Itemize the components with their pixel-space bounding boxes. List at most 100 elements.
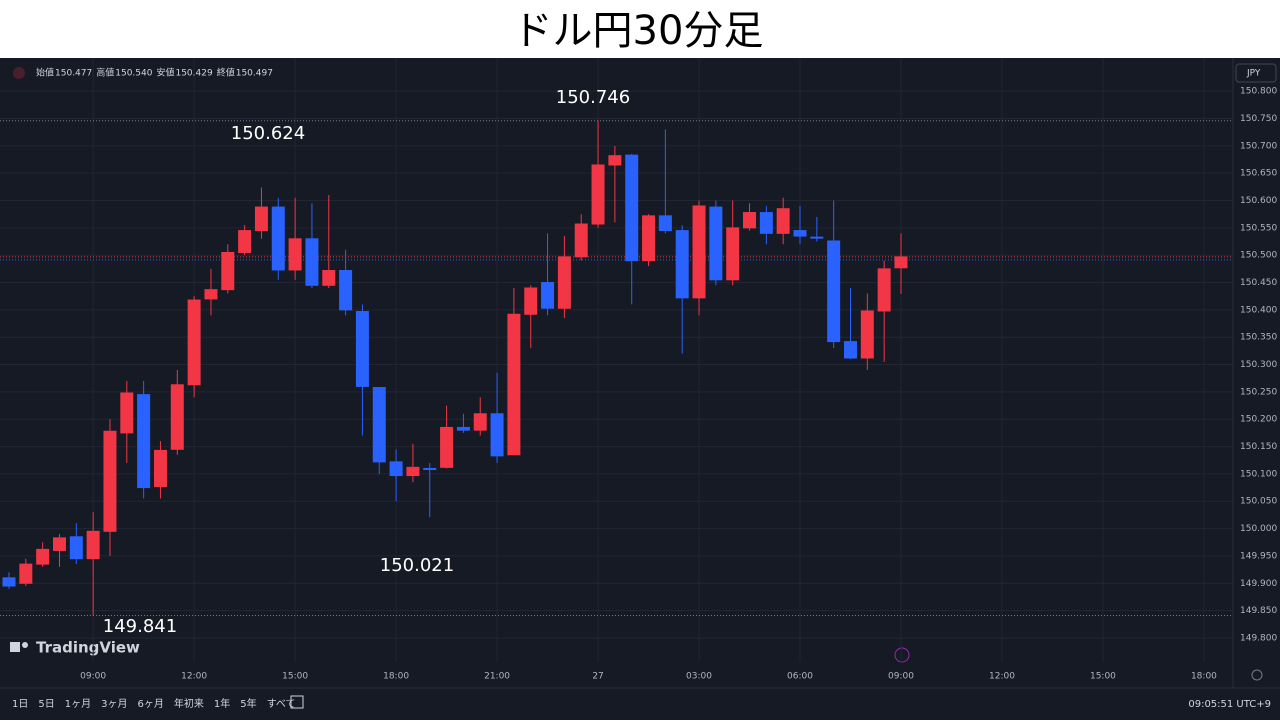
- candle-body: [19, 563, 33, 584]
- y-tick-label: 149.850: [1240, 606, 1277, 616]
- title: ドル円30分足: [513, 8, 764, 54]
- candle-body: [86, 530, 100, 560]
- chart-bg: [0, 58, 1280, 720]
- x-tick-label: 09:00: [888, 672, 914, 682]
- candle-body: [355, 311, 369, 387]
- legend-label: 高値: [96, 67, 114, 79]
- candle-body: [877, 268, 891, 312]
- y-tick-label: 150.200: [1240, 415, 1277, 425]
- candle-body: [170, 384, 184, 450]
- legend-label: 終値: [217, 67, 235, 79]
- candle-body: [137, 394, 151, 489]
- symbol-icon: [13, 67, 25, 79]
- y-tick-label: 150.350: [1240, 333, 1277, 343]
- candle-body: [524, 287, 538, 315]
- x-tick-label: 21:00: [484, 672, 510, 682]
- y-tick-label: 150.500: [1240, 251, 1277, 261]
- settings-icon[interactable]: [1251, 669, 1263, 681]
- candle-body: [69, 536, 83, 560]
- x-tick-label: 18:00: [383, 672, 409, 682]
- candle-body: [507, 313, 521, 456]
- candle-body: [692, 205, 706, 299]
- y-tick-label: 150.650: [1240, 169, 1277, 179]
- x-tick-label: 18:00: [1191, 672, 1217, 682]
- range-button[interactable]: 1日: [12, 699, 28, 710]
- range-button[interactable]: 1ヶ月: [65, 698, 91, 710]
- candle-body: [305, 238, 319, 286]
- range-button[interactable]: すべて: [267, 698, 296, 710]
- y-tick-label: 150.550: [1240, 223, 1277, 233]
- x-tick-label: 27: [592, 672, 603, 682]
- candle-body: [608, 155, 622, 166]
- y-tick-label: 150.100: [1240, 469, 1277, 479]
- x-tick-label: 12:00: [989, 672, 1015, 682]
- legend-value: 150.429: [175, 69, 212, 79]
- candle-body: [271, 206, 285, 271]
- candle-body: [153, 449, 167, 487]
- candle-body: [36, 548, 50, 565]
- candle-body: [52, 537, 66, 551]
- annotation: 149.841: [103, 616, 177, 637]
- candle-body: [456, 426, 470, 431]
- candle-body: [490, 413, 504, 457]
- candle-body: [827, 240, 841, 343]
- candle-body: [120, 392, 134, 434]
- candle-body: [810, 236, 824, 239]
- range-button[interactable]: 1年: [214, 697, 230, 710]
- y-tick-label: 150.600: [1240, 196, 1277, 206]
- legend-label: 安値: [156, 67, 174, 79]
- candle-body: [658, 215, 672, 232]
- candle-body: [894, 256, 908, 269]
- range-button[interactable]: 6ヶ月: [138, 698, 164, 710]
- candle-body: [743, 212, 757, 229]
- live-icon[interactable]: [894, 647, 910, 663]
- candle-body: [473, 413, 487, 431]
- candle-body: [759, 212, 773, 234]
- legend-label: 始値: [36, 67, 54, 79]
- candle-body: [440, 426, 454, 468]
- candle-body: [2, 577, 16, 587]
- candle-body: [726, 227, 740, 281]
- annotation: 150.021: [380, 555, 454, 576]
- annotation: 150.746: [556, 87, 630, 108]
- y-tick-label: 150.050: [1240, 497, 1277, 507]
- legend-value: 150.497: [236, 69, 273, 79]
- candle-body: [776, 208, 790, 234]
- candle-body: [675, 230, 689, 299]
- x-tick-label: 12:00: [181, 672, 207, 682]
- candle-body: [339, 270, 353, 311]
- y-tick-label: 149.800: [1240, 633, 1277, 643]
- range-button[interactable]: 5日: [38, 699, 54, 710]
- candle-body: [221, 251, 235, 291]
- calendar-icon[interactable]: [290, 695, 304, 709]
- candle-body: [406, 466, 420, 477]
- candle-body: [709, 206, 723, 281]
- range-button[interactable]: 3ヶ月: [101, 698, 127, 710]
- candle-body: [793, 230, 807, 237]
- logo-text: TradingView: [36, 639, 140, 657]
- clock: 09:05:51 UTC+9: [1188, 699, 1271, 710]
- y-tick-label: 150.450: [1240, 278, 1277, 288]
- candle-body: [322, 270, 336, 286]
- candle-body: [642, 215, 656, 262]
- currency-box[interactable]: [1235, 63, 1277, 83]
- range-button[interactable]: 年初来: [174, 697, 204, 710]
- y-tick-label: 150.150: [1240, 442, 1277, 452]
- currency[interactable]: JPY: [1246, 69, 1261, 79]
- title-bg: [0, 0, 1280, 58]
- legend-value: 150.540: [115, 69, 152, 79]
- y-tick-label: 150.250: [1240, 387, 1277, 397]
- y-tick-label: 150.700: [1240, 141, 1277, 151]
- logo: [10, 642, 28, 652]
- y-tick-label: 149.950: [1240, 551, 1277, 561]
- x-tick-label: 15:00: [1090, 672, 1116, 682]
- candle-body: [238, 230, 252, 253]
- y-tick-label: 150.400: [1240, 305, 1277, 315]
- x-tick-label: 15:00: [282, 672, 308, 682]
- candle-body: [423, 467, 437, 471]
- y-tick-label: 150.800: [1240, 87, 1277, 97]
- y-tick-label: 150.300: [1240, 360, 1277, 370]
- y-tick-label: 150.000: [1240, 524, 1277, 534]
- range-button[interactable]: 5年: [240, 697, 256, 710]
